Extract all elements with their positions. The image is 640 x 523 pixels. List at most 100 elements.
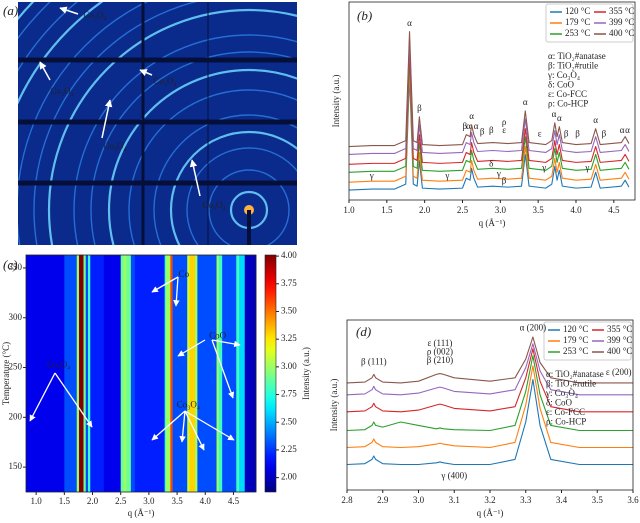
x-tick-label: 4.5 [228, 496, 240, 506]
legend-box [545, 3, 634, 43]
y-axis-label: Intensity (a.u.) [329, 379, 339, 432]
peak-label: ρ (002) [427, 346, 453, 356]
peak-label: α [407, 18, 412, 28]
legend-label: 399 °C [607, 335, 632, 345]
x-axis-label: q (Å⁻¹) [479, 218, 506, 228]
colorbar-tick-label: 4.00 [281, 250, 297, 260]
x-tick-label: 1.5 [59, 496, 71, 506]
panel-label: (b) [357, 8, 372, 23]
series-line [349, 56, 630, 173]
annotation: Co₃O₄ [202, 200, 225, 210]
legend-note: α: TiO₂#anatase [548, 51, 606, 61]
x-tick-label: 2.9 [377, 495, 389, 505]
colorbar-label: Intensity (a.u.) [301, 347, 311, 400]
peak-label: α [466, 121, 471, 131]
x-tick-label: 3.0 [143, 496, 155, 506]
annotation-arrow [184, 410, 205, 451]
legend-note: ε: Co-FCC [546, 407, 585, 417]
legend-label: 400 °C [607, 346, 632, 356]
legend-label: 120 °C [565, 6, 590, 16]
plot-frame [25, 254, 257, 493]
series-line [347, 378, 633, 466]
plot-area [349, 31, 630, 191]
peak-label: γ (400) [440, 470, 467, 480]
panel-label: (d) [356, 324, 371, 339]
panel-label: (c) [3, 257, 17, 272]
heatmap-cell [26, 255, 65, 492]
legend-note: δ: CoO [548, 80, 574, 90]
colorbar-tick-label: 2.50 [281, 416, 297, 426]
peak-label: β [575, 129, 580, 139]
peak-label: γ [444, 170, 449, 180]
peak-label: δ [489, 158, 493, 168]
annotation: Co₃O₄ [83, 10, 106, 20]
peak-label: α [474, 121, 479, 131]
x-tick-label: 3.3 [520, 495, 532, 505]
x-tick-label: 3.0 [413, 495, 425, 505]
x-tick-label: 1.0 [31, 496, 43, 506]
heatmap-cell [172, 255, 188, 492]
heatmap-cell [78, 255, 84, 492]
diffraction-ring [107, 68, 297, 245]
y-axis-label: Temperature (°C) [1, 342, 11, 405]
annotation: Co₃O₄ [47, 360, 70, 370]
series-line [349, 31, 630, 148]
series-line [349, 39, 630, 156]
x-tick-label: 3.2 [484, 495, 495, 505]
annotation-arrow [139, 69, 153, 77]
series-line [347, 336, 633, 384]
annotation-arrow [184, 410, 235, 441]
x-tick-label: 3.0 [495, 205, 507, 215]
heatmap-cell [85, 255, 89, 492]
x-tick-label: 1.5 [381, 205, 393, 215]
legend-note: δ: CoO [546, 398, 572, 408]
peak-label: α [523, 97, 528, 107]
peak-label: α [620, 125, 625, 135]
peak-label: α (200) [520, 323, 546, 333]
peak-label: β (111) [361, 357, 387, 367]
annotation-arrow [179, 410, 186, 443]
heatmap-cell [222, 255, 237, 492]
heatmap-cell [103, 255, 122, 492]
annotation: Co₃O₄ [50, 86, 73, 96]
heatmap-cell [170, 255, 173, 492]
heatmap-cell [123, 255, 127, 492]
heatmap-cell [126, 255, 132, 492]
heatmap-cell [76, 255, 80, 492]
peak-label: β [564, 129, 569, 139]
peak-label: β [480, 127, 485, 137]
legend-box [543, 321, 632, 361]
x-tick-label: 2.0 [87, 496, 99, 506]
y-tick-label: 350 [9, 262, 23, 272]
heatmap-cell [88, 255, 91, 492]
heatmap-cell [134, 255, 165, 492]
legend-label: 179 °C [563, 335, 588, 345]
heatmap-cell [90, 255, 105, 492]
annotation-arrow [211, 339, 241, 348]
series-line [347, 343, 633, 396]
diffraction-ring [208, 169, 290, 245]
heatmap-cell [187, 255, 190, 492]
annotation-arrow [29, 372, 56, 422]
plot-area [347, 336, 633, 466]
heatmap-cell [64, 255, 78, 492]
diffraction-ring [47, 8, 297, 245]
peak-label: γ [369, 170, 374, 180]
x-tick-label: 4.0 [570, 205, 582, 215]
annotation-arrow [177, 339, 206, 357]
x-axis-label: q (Å⁻¹) [477, 508, 504, 518]
heatmap-cell [195, 255, 198, 492]
annotation-arrow [173, 276, 180, 307]
annotation-arrow [211, 339, 235, 399]
series-line [349, 48, 630, 165]
peak-label: α [625, 125, 630, 135]
diffraction-ring [73, 34, 297, 245]
peak-label: β [417, 103, 422, 113]
legend-note: ε: Co-FCC [548, 89, 587, 99]
series-line [347, 365, 633, 449]
annotation: Co₃O₄ [153, 76, 176, 86]
x-axis-label: q (Å⁻¹) [128, 508, 155, 518]
y-tick-label: 250 [9, 362, 23, 372]
heatmap-cell [239, 255, 246, 492]
peak-label: β [462, 121, 467, 131]
